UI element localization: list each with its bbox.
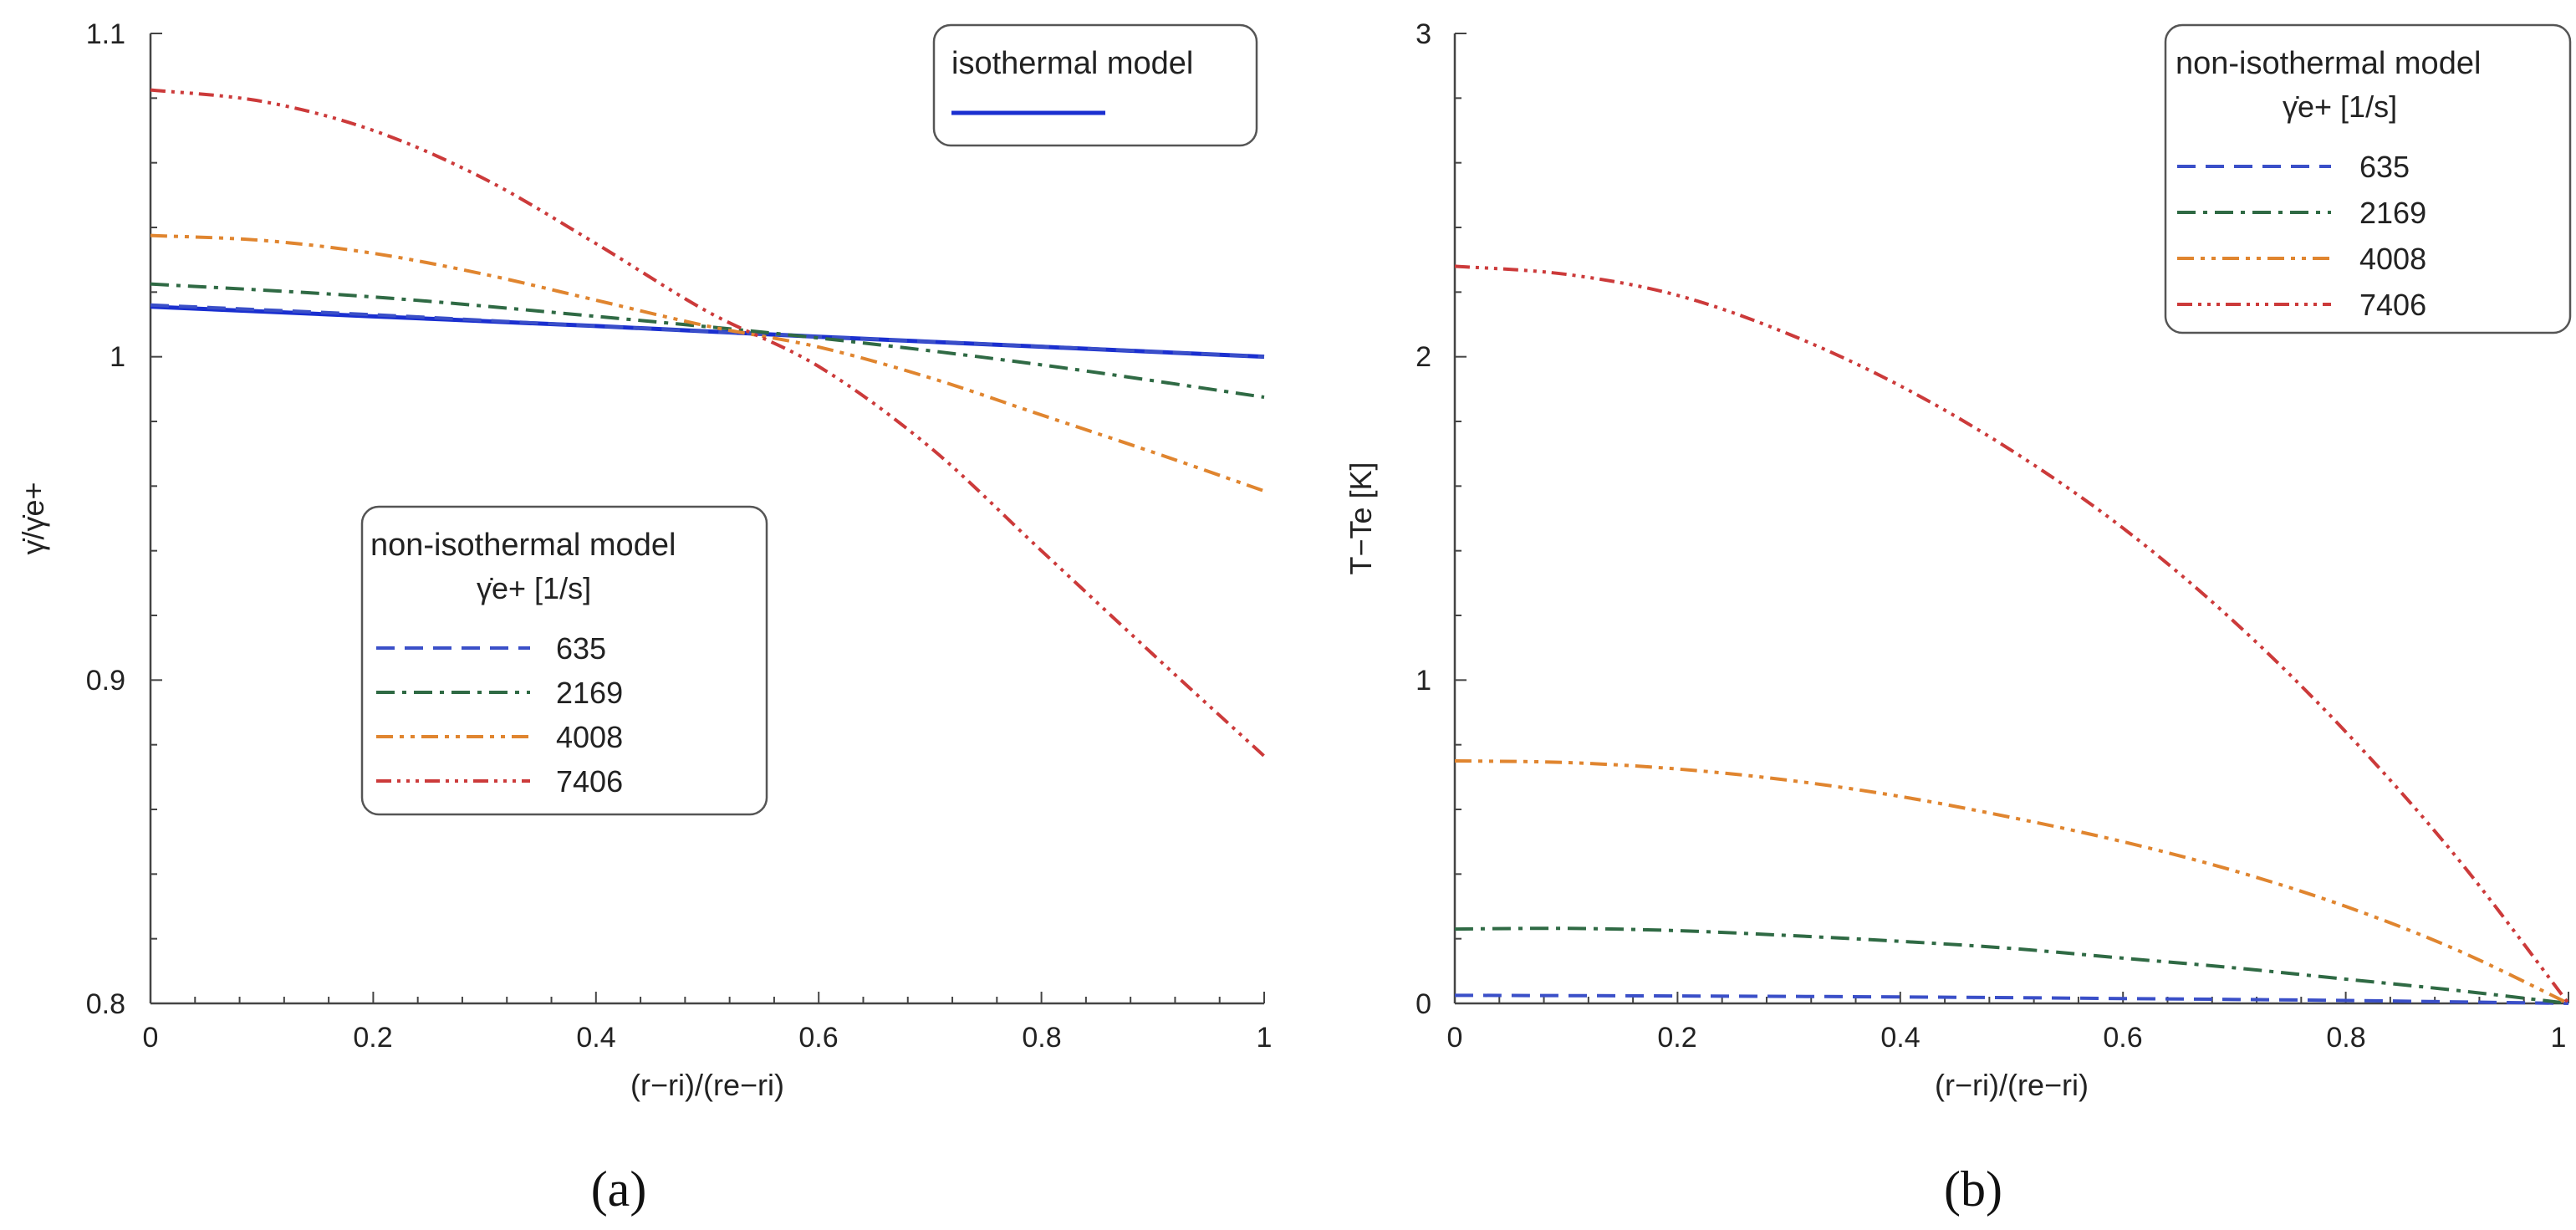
legend-label: 635 bbox=[2359, 150, 2410, 184]
chart-b-ylabel: T−Te [K] bbox=[1344, 462, 1378, 574]
chart-a: 0.8 0.9 1 1.1 0 0.2 0.4 0.6 0.8 1 (r−ri)… bbox=[16, 18, 1272, 1217]
legend-label: 2169 bbox=[556, 676, 623, 710]
chart-b-xtick-label: 0.4 bbox=[1880, 1022, 1920, 1054]
legend-label: 2169 bbox=[2359, 196, 2426, 230]
chart-a-xtick-label: 0.4 bbox=[576, 1022, 615, 1054]
legend-title: non-isothermal model bbox=[2176, 46, 2481, 81]
chart-a-ytick-label: 1.1 bbox=[86, 18, 125, 50]
chart-a-ticks bbox=[150, 33, 1265, 1004]
chart-a-ylabel: γ̇/γ̇e+ bbox=[16, 482, 50, 554]
chart-b-xtick-label: 0 bbox=[1447, 1022, 1463, 1054]
chart-b-series-4008 bbox=[1454, 759, 2569, 1005]
chart-b-xtick-label: 0.8 bbox=[2326, 1022, 2365, 1054]
chart-a-xlabel: (r−ri)/(re−ri) bbox=[630, 1068, 784, 1102]
chart-b-ytick-label: 1 bbox=[1416, 665, 1431, 697]
chart-a-legend-isothermal: isothermal model bbox=[932, 23, 1258, 147]
legend-label: 4008 bbox=[2359, 242, 2426, 276]
chart-b-ytick-label: 0 bbox=[1416, 988, 1431, 1020]
chart-b-xtick-label: 0.2 bbox=[1657, 1022, 1696, 1054]
chart-b-legend-nonisothermal: non-isothermal model γ̇e+ [1/s] 635 2169… bbox=[2164, 23, 2572, 334]
legend-subtitle: γ̇e+ [1/s] bbox=[477, 571, 591, 605]
chart-b-series-7406 bbox=[1454, 264, 2570, 1005]
chart-b-ytick-label: 3 bbox=[1416, 18, 1431, 50]
chart-b: 0 1 2 3 0 0.2 0.4 0.6 0.8 1 (r−ri)/(re−r… bbox=[1344, 18, 2572, 1217]
chart-a-series-2169 bbox=[150, 282, 1265, 399]
chart-b-xlabel: (r−ri)/(re−ri) bbox=[1935, 1068, 2089, 1102]
legend-title: isothermal model bbox=[951, 46, 1193, 81]
legend-label: 635 bbox=[556, 631, 606, 666]
legend-box bbox=[2164, 23, 2572, 334]
chart-b-ytick-label: 2 bbox=[1416, 341, 1431, 373]
legend-label: 4008 bbox=[556, 720, 623, 754]
chart-a-xtick-label: 0 bbox=[143, 1022, 159, 1054]
chart-b-series-2169 bbox=[1454, 926, 2569, 1005]
panel-label-b: (b) bbox=[1944, 1161, 2002, 1217]
chart-a-xtick-label: 1 bbox=[1257, 1022, 1273, 1054]
chart-b-series-635 bbox=[1454, 993, 2569, 1005]
legend-label: 7406 bbox=[556, 764, 623, 799]
chart-b-xtick-label: 0.6 bbox=[2103, 1022, 2142, 1054]
legend-box bbox=[360, 505, 768, 816]
chart-a-xtick-label: 0.6 bbox=[798, 1022, 838, 1054]
chart-a-series-635 bbox=[150, 303, 1265, 359]
chart-a-ytick-label: 0.8 bbox=[86, 988, 125, 1020]
legend-title: non-isothermal model bbox=[370, 528, 676, 563]
chart-a-series-7406 bbox=[150, 88, 1266, 758]
chart-a-series-4008 bbox=[150, 233, 1265, 493]
legend-subtitle: γ̇e+ [1/s] bbox=[2283, 89, 2397, 124]
chart-a-legend-nonisothermal: non-isothermal model γ̇e+ [1/s] 635 2169… bbox=[360, 505, 768, 816]
chart-b-ticks bbox=[1454, 33, 2569, 1004]
legend-label: 7406 bbox=[2359, 288, 2426, 322]
panel-label-a: (a) bbox=[591, 1161, 647, 1217]
chart-b-xtick-label: 1 bbox=[2551, 1022, 2567, 1054]
chart-a-xtick-label: 0.2 bbox=[353, 1022, 392, 1054]
chart-a-ytick-label: 0.9 bbox=[86, 665, 125, 697]
chart-a-xtick-label: 0.8 bbox=[1022, 1022, 1061, 1054]
chart-a-ytick-label: 1 bbox=[110, 341, 125, 373]
legend-box bbox=[932, 23, 1258, 147]
